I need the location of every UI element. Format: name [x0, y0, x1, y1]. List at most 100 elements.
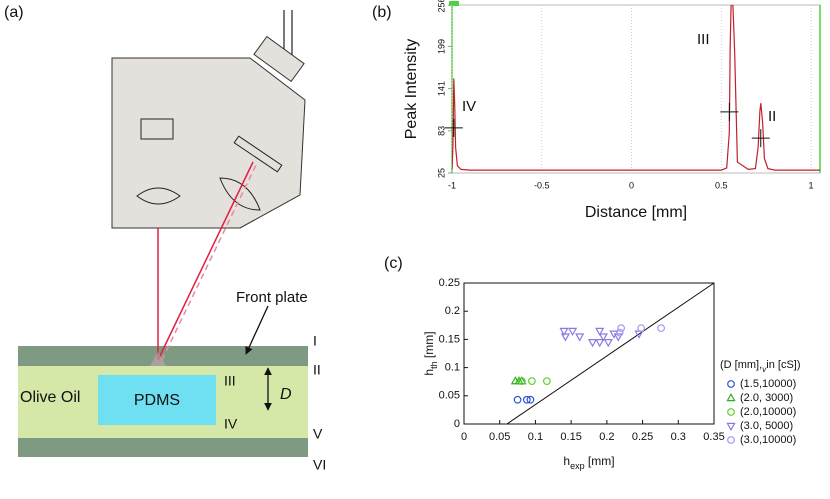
- y-tick-label: 0.2: [445, 305, 460, 317]
- point: [517, 377, 526, 386]
- plot-frame: [451, 4, 821, 174]
- y-axis-label-part: th: [429, 361, 439, 369]
- point: [727, 408, 735, 416]
- y-tick-label: 256: [436, 0, 446, 13]
- point: [613, 333, 623, 342]
- legend-title: (D [mm],vin [cS]): [720, 359, 801, 374]
- x-tick-label: -0.5: [534, 180, 550, 190]
- x-tick-label: 0: [629, 180, 634, 190]
- point: [617, 324, 626, 333]
- legend-title-part: [cS]): [775, 359, 801, 371]
- point: [595, 327, 605, 336]
- x-tick-label: 0.3: [671, 431, 686, 443]
- x-axis-label-part: [mm]: [585, 454, 615, 468]
- x-axis-label: Distance [mm]: [585, 204, 687, 221]
- profile-line: [452, 5, 820, 171]
- x-axis-label-part: h: [563, 454, 570, 468]
- y-tick-label: 83: [436, 126, 446, 136]
- y-tick-label: 0.25: [439, 277, 460, 289]
- oil-label: Olive Oil: [20, 389, 80, 406]
- legend-title-part: in: [766, 359, 775, 371]
- y-tick-label: 0.05: [439, 390, 460, 402]
- point: [587, 339, 598, 348]
- point: [726, 392, 736, 402]
- spot: [150, 352, 166, 366]
- fit-line: [506, 282, 715, 425]
- point: [527, 377, 536, 386]
- x-tick-label: 0: [461, 431, 467, 443]
- point: [517, 376, 527, 385]
- beam: [161, 164, 257, 361]
- pointer: [245, 305, 269, 355]
- point: [657, 324, 666, 333]
- y-axis-label-part: h: [422, 369, 436, 376]
- point: [526, 395, 535, 404]
- x-tick-label: 0.2: [599, 431, 614, 443]
- y-axis-label-part: [mm]: [422, 331, 436, 361]
- layer-label: VI: [313, 457, 326, 473]
- peak-marker: [751, 129, 770, 148]
- y-tick-label: 0.15: [439, 333, 460, 345]
- y-tick-label: 199: [436, 39, 446, 54]
- x-tick-label: -1: [448, 180, 456, 190]
- x-tick-label: 0.05: [489, 431, 510, 443]
- layer-label: II: [313, 362, 321, 378]
- pdms-block: [98, 375, 216, 425]
- y-tick-label: 0: [454, 418, 460, 430]
- point: [559, 327, 569, 336]
- point: [727, 436, 735, 444]
- pdms-label: PDMS: [134, 392, 180, 409]
- x-tick-label: 0.1: [528, 431, 543, 443]
- point: [726, 422, 736, 432]
- point: [637, 324, 646, 333]
- front-plate-label: Front plate: [236, 289, 308, 306]
- point: [560, 333, 571, 342]
- plot-frame: [463, 282, 715, 425]
- legend-entry: (3.0,10000): [740, 434, 796, 446]
- point: [595, 339, 605, 348]
- legend-entry: (3.0, 5000): [740, 420, 793, 432]
- legend-title-part: v: [762, 365, 767, 374]
- peak-marker: [444, 118, 463, 137]
- point: [567, 327, 578, 336]
- point: [615, 328, 624, 337]
- panel-label: (b): [372, 4, 392, 21]
- y-tick-label: 25: [436, 168, 446, 178]
- peak-marker: [720, 102, 739, 121]
- point: [603, 339, 613, 348]
- back-plate: [18, 438, 308, 457]
- x-tick-label: 0.15: [560, 431, 581, 443]
- x-axis-label-part: exp: [570, 461, 585, 471]
- panel-label: (c): [384, 255, 403, 272]
- y-axis-label: hth [mm]: [422, 331, 439, 375]
- point: [542, 377, 551, 386]
- y-axis-label: Peak Intensity: [403, 39, 420, 140]
- instrument: [111, 10, 306, 229]
- legend-title-part: (D [mm],: [720, 359, 762, 371]
- legend-entry: (1.5,10000): [740, 378, 796, 390]
- edge-handle: [449, 1, 459, 6]
- point: [598, 333, 608, 342]
- layer-label: V: [313, 426, 323, 442]
- front-plate: [18, 346, 308, 366]
- x-axis-label: hexp [mm]: [563, 454, 614, 471]
- annotation: IV: [462, 98, 476, 115]
- beam: [157, 161, 254, 361]
- panel-label: (a): [4, 4, 24, 21]
- point: [575, 333, 585, 342]
- annotation: II: [768, 108, 776, 125]
- gap-label: D: [280, 386, 292, 403]
- point: [522, 395, 531, 404]
- legend-entry: (2.0,10000): [740, 406, 796, 418]
- legend-entry: (2.0, 3000): [740, 392, 793, 404]
- layer-label: III: [224, 373, 236, 389]
- annotation: III: [697, 31, 710, 48]
- x-tick-label: 0.35: [703, 431, 724, 443]
- x-tick-label: 1: [809, 180, 814, 190]
- point: [513, 395, 522, 404]
- point: [727, 380, 735, 388]
- x-tick-label: 0.25: [632, 431, 653, 443]
- layer-label: IV: [224, 416, 238, 432]
- layer-label: I: [313, 333, 317, 349]
